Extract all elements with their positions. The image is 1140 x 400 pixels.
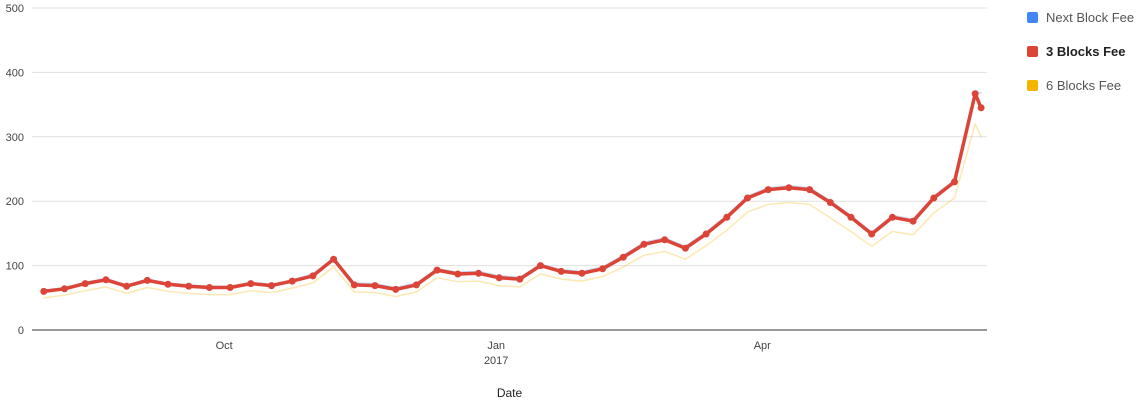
data-point xyxy=(909,217,917,225)
y-axis-ticks: 0 100 200 300 400 500 xyxy=(6,3,24,337)
series-line-3-blocks-fee xyxy=(42,91,983,294)
y-tick-label: 200 xyxy=(6,196,24,208)
y-tick-label: 400 xyxy=(6,67,24,79)
data-point xyxy=(433,266,441,274)
y-tick-label: 0 xyxy=(18,325,24,337)
legend-label: 6 Blocks Fee xyxy=(1046,78,1121,93)
data-point xyxy=(971,90,979,98)
legend-item-next-block-fee[interactable]: Next Block Fee xyxy=(1027,10,1134,25)
data-point xyxy=(619,253,627,261)
data-point xyxy=(330,255,338,263)
data-point xyxy=(495,274,503,282)
legend-swatch xyxy=(1027,12,1038,23)
series-lines xyxy=(40,90,985,299)
data-point xyxy=(392,285,400,293)
data-point xyxy=(123,282,131,290)
y-tick-label: 300 xyxy=(6,132,24,144)
data-point xyxy=(268,282,275,290)
x-tick-sublabel: 2017 xyxy=(484,355,508,367)
data-point xyxy=(578,269,586,277)
legend-swatch xyxy=(1027,46,1038,57)
legend-item-3-blocks-fee[interactable]: 3 Blocks Fee xyxy=(1027,44,1126,59)
data-point xyxy=(454,270,462,278)
legend-label: Next Block Fee xyxy=(1046,10,1134,25)
data-point xyxy=(977,104,985,112)
data-point xyxy=(475,269,482,277)
data-point xyxy=(371,282,379,290)
data-point xyxy=(61,285,68,293)
data-point xyxy=(288,277,296,285)
data-point xyxy=(205,284,213,291)
data-point xyxy=(247,280,255,288)
x-tick-label: Jan xyxy=(487,340,505,352)
y-tick-label: 100 xyxy=(6,261,24,273)
data-point xyxy=(557,267,565,275)
x-tick-label: Oct xyxy=(216,340,233,352)
data-point xyxy=(723,213,731,221)
data-point xyxy=(102,276,110,284)
data-point xyxy=(888,213,896,221)
data-point xyxy=(806,186,814,194)
data-point xyxy=(744,194,751,202)
data-point xyxy=(350,281,358,289)
data-point xyxy=(40,287,48,295)
data-point xyxy=(309,272,317,280)
data-point xyxy=(143,276,151,284)
x-axis-title: Date xyxy=(497,386,523,400)
data-point xyxy=(868,230,876,238)
legend[interactable]: Next Block Fee 3 Blocks Fee 6 Blocks Fee xyxy=(1027,10,1134,93)
data-point xyxy=(640,240,648,248)
data-point xyxy=(599,265,607,273)
x-axis-ticks: Oct Jan 2017 Apr xyxy=(216,340,772,367)
data-point xyxy=(164,280,172,288)
data-point xyxy=(412,281,420,289)
legend-item-6-blocks-fee[interactable]: 6 Blocks Fee xyxy=(1027,78,1121,93)
legend-label: 3 Blocks Fee xyxy=(1046,44,1126,59)
series-line-6-blocks-fee xyxy=(43,123,982,299)
series-line-next-block-fee xyxy=(43,90,982,291)
data-point xyxy=(516,275,524,283)
data-point xyxy=(785,184,793,192)
legend-swatch xyxy=(1027,80,1038,91)
data-point xyxy=(702,230,710,238)
data-point xyxy=(81,280,89,288)
data-point xyxy=(847,213,855,221)
data-point xyxy=(661,236,669,244)
data-point xyxy=(537,262,544,270)
x-tick-label: Apr xyxy=(754,340,771,352)
data-point xyxy=(764,186,772,194)
data-point xyxy=(681,244,689,252)
data-point xyxy=(226,284,234,291)
data-point xyxy=(185,282,193,290)
data-point xyxy=(826,199,834,206)
y-tick-label: 500 xyxy=(6,3,24,15)
data-point xyxy=(951,178,958,186)
data-point xyxy=(930,194,938,202)
